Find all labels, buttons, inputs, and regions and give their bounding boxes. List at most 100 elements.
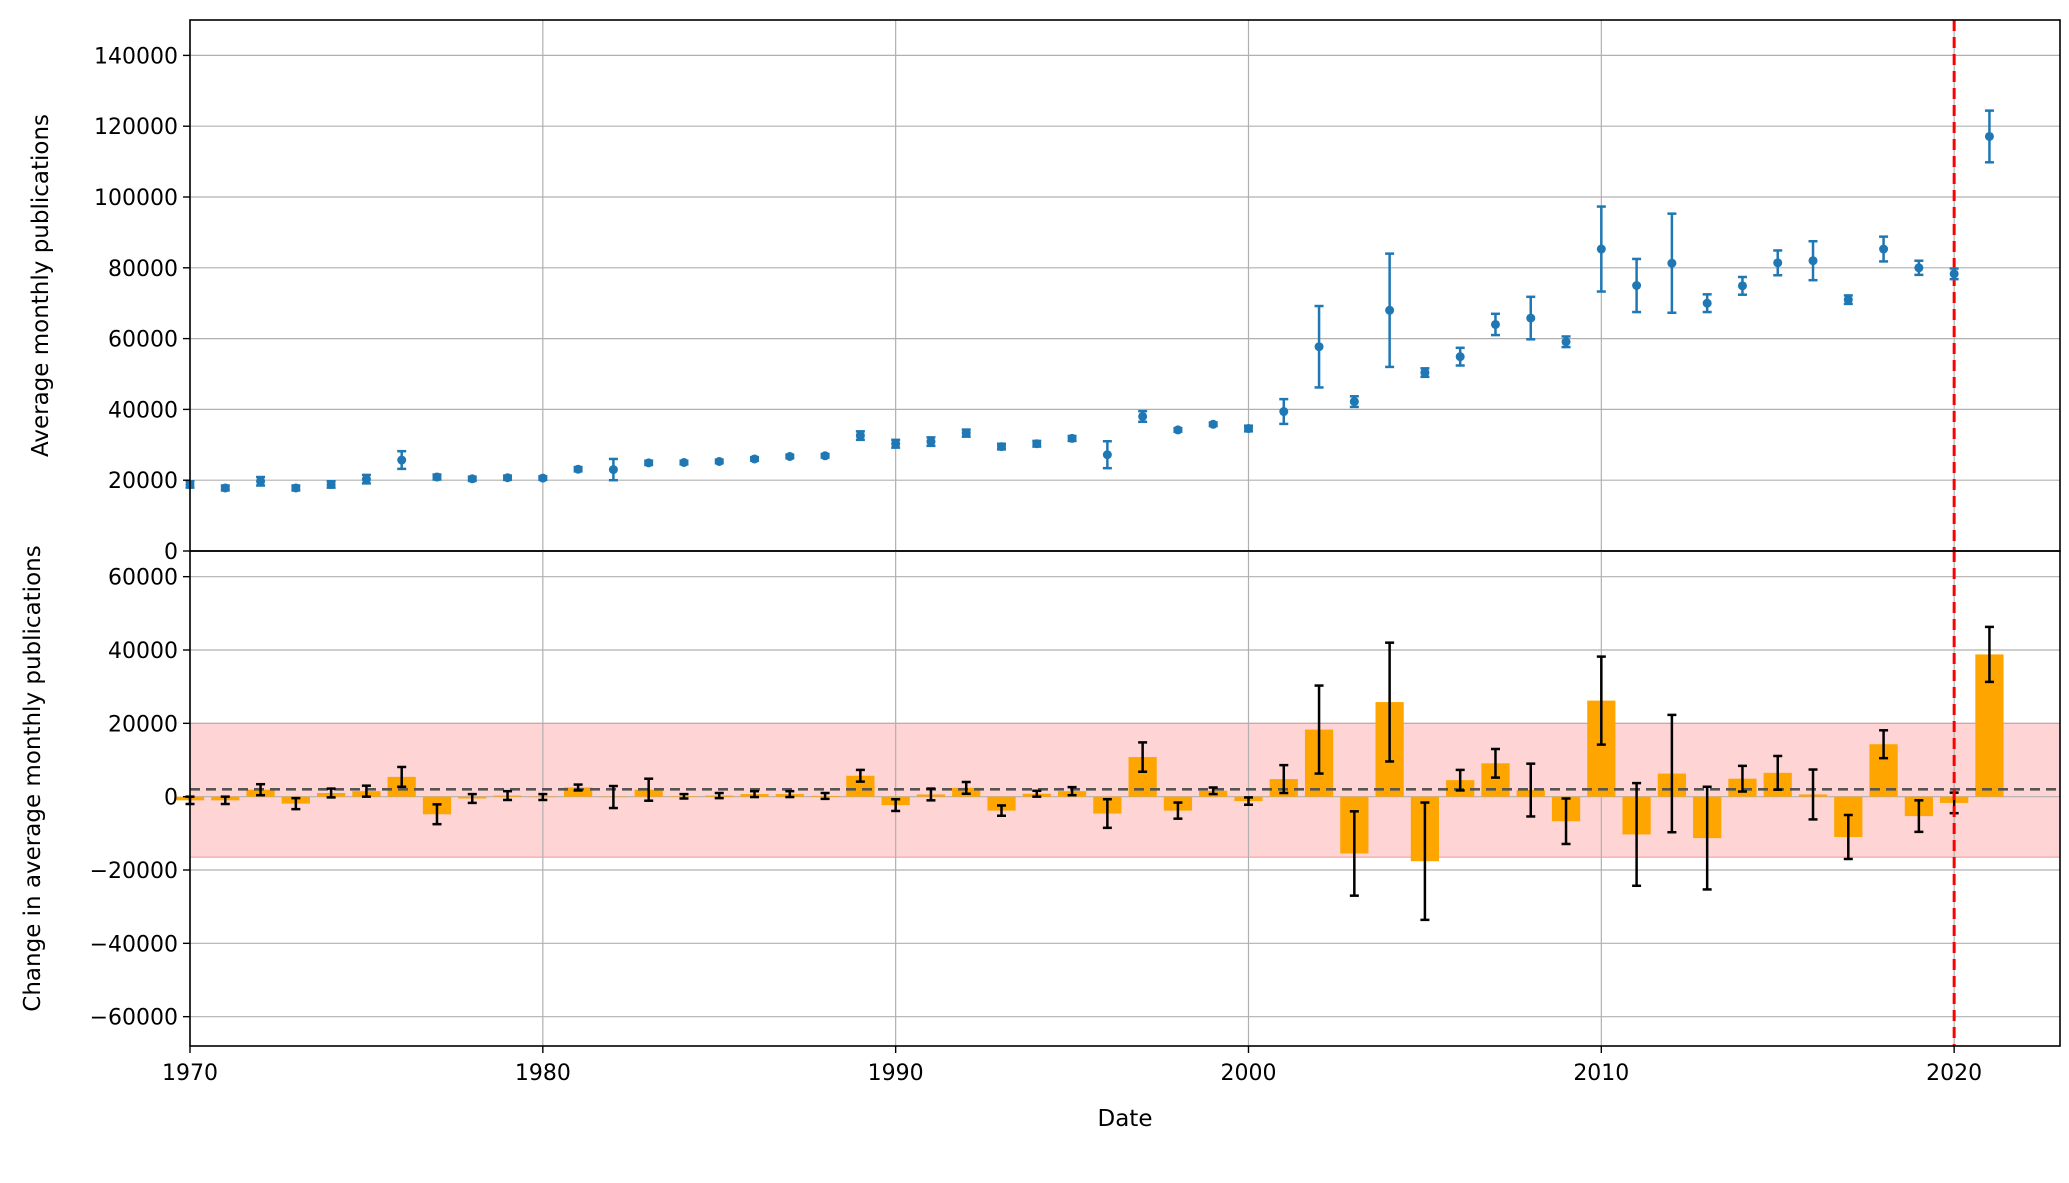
top-point-1974 — [326, 479, 336, 489]
top-data-point — [926, 437, 936, 447]
bottom-errorbar-2014 — [1737, 764, 1747, 793]
top-data-point — [503, 473, 513, 483]
bottom-errorbar-1978 — [467, 792, 477, 805]
bottom-errorbar-2009 — [1561, 797, 1571, 846]
top-data-point — [855, 431, 865, 441]
bottom-errorbar-2000 — [1243, 796, 1253, 806]
top-data-point — [291, 483, 301, 493]
bottom-y-tick-label: 0 — [164, 786, 178, 811]
top-data-point — [1879, 244, 1889, 254]
top-data-point — [714, 456, 724, 466]
x-axis-label: Date — [1098, 1106, 1153, 1132]
top-data-point — [644, 458, 654, 468]
top-data-point — [397, 455, 407, 465]
top-data-point — [1596, 244, 1606, 254]
bottom-bar-1989 — [846, 775, 875, 797]
bottom-errorbar-2007 — [1490, 747, 1500, 779]
top-data-point — [573, 464, 583, 474]
x-tick-label: 2000 — [1220, 1061, 1276, 1086]
top-point-1976 — [397, 449, 407, 471]
top-data-point — [1243, 424, 1253, 434]
top-data-point — [1067, 433, 1077, 443]
bottom-errorbar-2006 — [1455, 768, 1465, 792]
bottom-errorbar-2003 — [1349, 810, 1359, 897]
top-point-2015 — [1773, 249, 1783, 277]
bottom-plot-frame — [189, 550, 2061, 1047]
bottom-errorbar-2005 — [1420, 801, 1430, 922]
top-point-2011 — [1632, 257, 1642, 314]
top-point-1991 — [926, 436, 936, 448]
bottom-errorbar-2021 — [1984, 625, 1994, 684]
top-data-point — [679, 458, 689, 467]
top-point-1988 — [820, 451, 830, 461]
bottom-errorbar-1996 — [1102, 797, 1112, 830]
top-data-point — [1808, 256, 1818, 266]
bottom-errorbar-1993 — [997, 804, 1007, 817]
top-point-1975 — [361, 473, 371, 485]
bottom-errorbar-1972 — [256, 782, 266, 797]
x-tick-label: 1970 — [162, 1061, 218, 1086]
top-data-point — [1208, 419, 1218, 429]
top-point-2006 — [1455, 346, 1465, 367]
bottom-errorbar-2015 — [1773, 754, 1783, 791]
bottom-errorbar-1976 — [397, 765, 407, 789]
top-point-2008 — [1526, 295, 1536, 341]
top-data-point — [1279, 407, 1289, 417]
top-data-point — [1632, 281, 1642, 290]
top-point-2005 — [1420, 367, 1430, 379]
top-y-axis-label: Average monthly publications — [28, 114, 54, 457]
bottom-errorbar-1999 — [1208, 786, 1218, 796]
top-point-1989 — [855, 430, 865, 442]
top-point-1973 — [291, 483, 301, 493]
bottom-y-tick-label: −20000 — [90, 859, 178, 884]
bottom-errorbar-1995 — [1067, 785, 1077, 797]
bottom-errorbar-1984 — [679, 792, 689, 800]
bottom-errorbar-2019 — [1914, 799, 1924, 834]
top-point-1978 — [467, 474, 477, 484]
bottom-errorbar-2001 — [1279, 763, 1289, 795]
x-tick-label: 2010 — [1573, 1061, 1629, 1086]
top-data-point — [891, 439, 901, 449]
bottom-errorbar-1997 — [1138, 741, 1148, 773]
top-data-point — [1667, 258, 1677, 268]
x-tick-label: 1990 — [868, 1061, 924, 1086]
top-point-1985 — [714, 456, 724, 466]
top-point-1983 — [644, 458, 654, 468]
top-point-2010 — [1596, 205, 1606, 293]
top-point-1996 — [1102, 440, 1112, 470]
top-data-point — [1949, 269, 1959, 279]
top-point-1995 — [1067, 433, 1077, 443]
bottom-errorbar-1986 — [750, 789, 760, 799]
top-data-point — [1102, 450, 1112, 460]
top-y-tick-label: 120000 — [94, 115, 178, 140]
bottom-errorbar-2010 — [1596, 655, 1606, 746]
top-data-point — [1773, 258, 1783, 268]
top-data-point — [1455, 352, 1465, 362]
top-point-1999 — [1208, 419, 1218, 429]
x-tick-labels: 1970 1980 1990 2000 2010 2020 — [162, 1046, 1982, 1086]
bottom-errorbar-1989 — [855, 768, 865, 783]
top-y-tick-label: 80000 — [108, 257, 178, 282]
bottom-errorbar-1994 — [1032, 789, 1042, 798]
top-y-tick-label: 20000 — [108, 469, 178, 494]
bottom-errorbar-1985 — [714, 791, 724, 800]
top-data-point — [1349, 397, 1359, 407]
top-y-tick-labels: 0 20000 40000 60000 80000 100000 120000 140000 — [94, 44, 190, 565]
top-point-1984 — [679, 458, 689, 467]
top-data-point — [1420, 368, 1430, 378]
top-data-point — [1314, 342, 1324, 352]
top-data-point — [1173, 425, 1183, 435]
bottom-bar-1981 — [564, 787, 593, 797]
top-point-2004 — [1385, 252, 1395, 369]
top-point-2019 — [1914, 259, 1924, 277]
top-point-1987 — [785, 451, 795, 461]
top-y-tick-label: 40000 — [108, 398, 178, 423]
bottom-errorbar-1977 — [432, 803, 442, 826]
bottom-errorbar-2002 — [1314, 684, 1324, 775]
bottom-errorbar-2018 — [1879, 729, 1889, 760]
bottom-errorbar-2004 — [1385, 641, 1395, 763]
top-data-point — [961, 428, 971, 438]
top-point-1982 — [608, 457, 618, 482]
